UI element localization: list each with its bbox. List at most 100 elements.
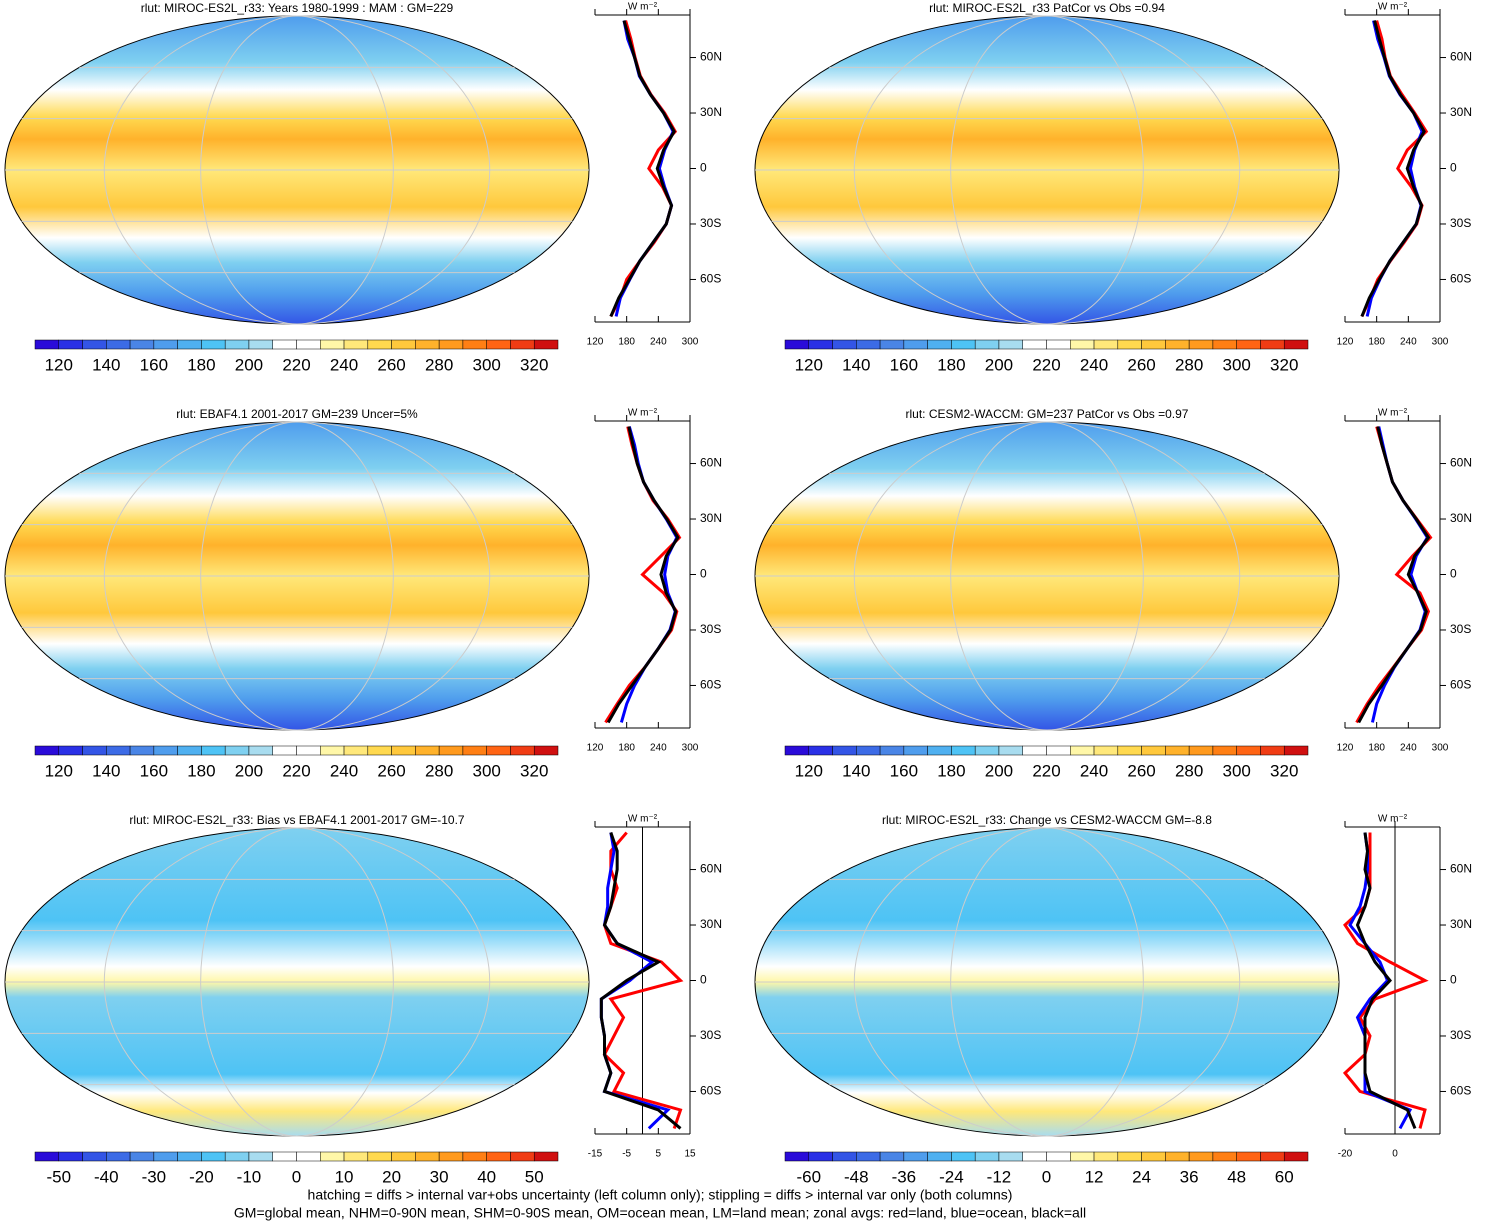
colorbar-box <box>462 745 487 756</box>
colorbar-box <box>879 745 905 756</box>
colorbar-box <box>879 1151 905 1162</box>
footer-line: hatching = diffs > internal var+obs unce… <box>308 1187 1013 1203</box>
colorbar-box <box>58 1151 83 1162</box>
colorbar-label: -50 <box>46 1167 71 1186</box>
colorbar-label: 10 <box>335 1167 354 1186</box>
y-tick-label: 60S <box>1450 272 1471 286</box>
colorbar-label: -30 <box>142 1167 167 1186</box>
y-tick-label: 0 <box>700 973 707 987</box>
colorbar-box <box>320 339 345 350</box>
y-tick-label: 30S <box>700 622 721 636</box>
colorbar-label: 12 <box>1085 1167 1104 1186</box>
colorbar-box <box>82 1151 107 1162</box>
colorbar-box <box>1165 1151 1190 1162</box>
colorbar-box <box>153 339 178 350</box>
colorbar-box <box>106 339 131 350</box>
y-tick-label: 30S <box>1450 1028 1471 1042</box>
colorbar-box <box>1070 1151 1095 1162</box>
y-tick-label: 30S <box>700 1028 721 1042</box>
colorbar-label: 200 <box>235 355 263 374</box>
zonal-line <box>1370 426 1430 723</box>
colorbar-box <box>533 339 559 350</box>
colorbar-box <box>951 745 976 756</box>
colorbar-label: 320 <box>1270 355 1298 374</box>
x-tick-label: 180 <box>618 743 635 754</box>
colorbar-label: 300 <box>472 761 500 780</box>
colorbar-label: 160 <box>140 761 168 780</box>
colorbar-label: 0 <box>292 1167 301 1186</box>
colorbar-box <box>58 745 83 756</box>
y-tick-label: 30N <box>1450 917 1472 931</box>
colorbar-box <box>998 745 1023 756</box>
zonal-line <box>599 832 671 1130</box>
colorbar-label: 260 <box>1127 355 1155 374</box>
colorbar-box <box>248 1151 273 1162</box>
colorbar-label: 180 <box>937 355 965 374</box>
colorbar-box <box>951 339 976 350</box>
colorbar-box <box>856 745 881 756</box>
colorbar-box <box>1236 745 1261 756</box>
x-tick-label: 120 <box>1337 337 1354 348</box>
colorbar-box <box>224 1151 250 1162</box>
colorbar-box <box>486 1151 511 1162</box>
colorbar-box <box>1260 745 1285 756</box>
colorbar-label: 140 <box>842 355 870 374</box>
zonal-line <box>609 20 678 318</box>
colorbar-box <box>415 1151 440 1162</box>
y-tick-label: 30N <box>700 511 722 525</box>
colorbar-box <box>1022 1151 1047 1162</box>
x-tick-label: 240 <box>650 743 667 754</box>
colorbar-label: 180 <box>187 355 215 374</box>
colorbar-label: 200 <box>235 761 263 780</box>
colorbar-label: 240 <box>330 355 358 374</box>
x-tick-label: 300 <box>682 743 699 754</box>
colorbar-box <box>34 745 60 756</box>
colorbar-box <box>34 1151 60 1162</box>
y-tick-label: 60S <box>700 678 721 692</box>
y-tick-label: 60N <box>1450 456 1472 470</box>
zonal-line <box>614 20 675 317</box>
colorbar-box <box>927 745 952 756</box>
y-tick-label: 60N <box>700 456 722 470</box>
colorbar-label: 120 <box>45 355 73 374</box>
unit-label: W m⁻² <box>1378 408 1408 419</box>
colorbar-box <box>1212 745 1237 756</box>
colorbar-box <box>272 339 297 350</box>
graticule <box>853 421 1241 731</box>
colorbar-box <box>82 745 107 756</box>
colorbar-box <box>391 339 416 350</box>
colorbar-box <box>1236 339 1261 350</box>
colorbar-label: 40 <box>477 1167 496 1186</box>
colorbar-label: 280 <box>425 761 453 780</box>
colorbar-label: 36 <box>1180 1167 1199 1186</box>
colorbar-box <box>367 745 392 756</box>
unit-label: W m⁻² <box>1378 814 1408 825</box>
colorbar-label: 200 <box>985 355 1013 374</box>
unit-label: W m⁻² <box>628 2 658 13</box>
colorbar-box <box>856 339 881 350</box>
colorbar-box <box>1093 1151 1119 1162</box>
colorbar-box <box>248 745 273 756</box>
colorbar-box <box>367 1151 392 1162</box>
colorbar-label: -20 <box>189 1167 214 1186</box>
colorbar-box <box>510 1151 535 1162</box>
colorbar-box <box>1022 745 1047 756</box>
zonal-line <box>609 20 676 318</box>
colorbar-label: 140 <box>92 355 120 374</box>
colorbar-box <box>1093 745 1119 756</box>
colorbar-box <box>486 745 511 756</box>
colorbar-box <box>1188 1151 1214 1162</box>
zonal-line <box>1357 426 1431 724</box>
zonal-line <box>1355 832 1417 1130</box>
unit-label: W m⁻² <box>1378 2 1408 13</box>
y-tick-label: 60S <box>1450 678 1471 692</box>
colorbar-label: 160 <box>890 761 918 780</box>
colorbar-box <box>391 745 416 756</box>
zonal-line <box>619 426 679 723</box>
y-tick-label: 0 <box>1450 161 1457 175</box>
colorbar-box <box>832 339 857 350</box>
colorbar-box <box>415 339 440 350</box>
colorbar-box <box>129 339 155 350</box>
colorbar-box <box>391 1151 416 1162</box>
